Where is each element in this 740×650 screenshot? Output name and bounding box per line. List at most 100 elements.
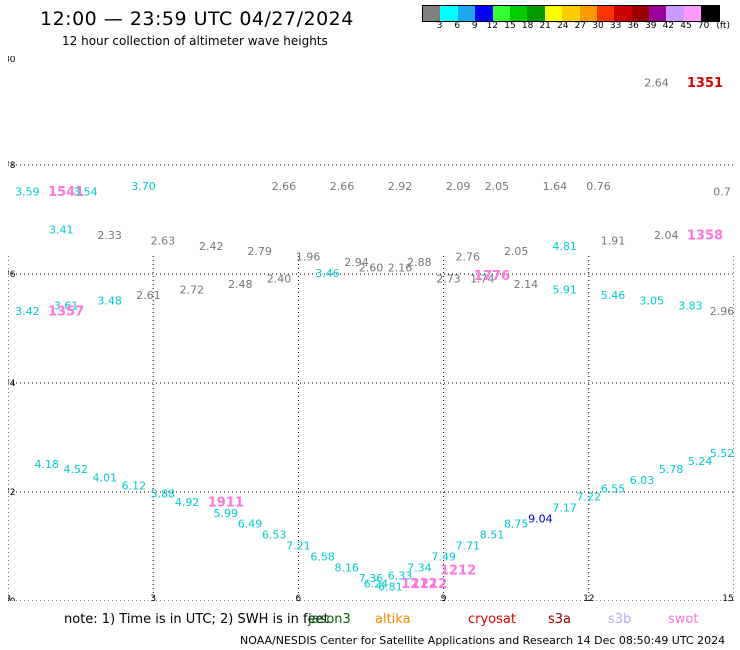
wave-height-value: 4.01 <box>93 471 118 484</box>
wave-height-value: 2.05 <box>504 245 529 258</box>
wave-height-value: 1212 <box>401 577 437 592</box>
color-swatch-10 <box>596 6 615 21</box>
wave-height-value: 6.55 <box>601 482 626 495</box>
wave-height-value: 2.05 <box>485 180 510 193</box>
page-subtitle: 12 hour collection of altimeter wave hei… <box>62 34 328 48</box>
y-tick-label: 74 <box>8 379 16 389</box>
color-legend-label: 9 <box>471 21 478 31</box>
wave-height-value: 2.73 <box>436 272 461 285</box>
credit-line: NOAA/NESDIS Center for Satellite Applica… <box>240 634 726 647</box>
wave-height-value: 2.61 <box>136 289 161 302</box>
wave-height-value: 2.79 <box>247 245 272 258</box>
satellite-legend-item: jason3 <box>308 612 351 627</box>
y-tick-label: 76 <box>8 270 16 280</box>
color-swatch-16 <box>701 6 719 21</box>
wave-height-value: 4.52 <box>64 463 89 476</box>
wave-height-value: 2.04 <box>654 229 679 242</box>
wave-height-value: 5.46 <box>601 289 626 302</box>
wave-height-value: 2.96 <box>710 305 734 318</box>
color-legend-label: 39 <box>645 21 657 31</box>
color-legend-label: 45 <box>680 21 692 31</box>
color-swatch-5 <box>509 6 528 21</box>
y-tick-label: 78 <box>8 161 16 171</box>
wave-height-value: 0.76 <box>586 180 611 193</box>
color-legend-label: 36 <box>627 21 639 31</box>
wave-height-value: 3.54 <box>73 185 98 198</box>
color-legend-label: 12 <box>486 21 499 31</box>
wave-height-value: 2.16 <box>388 262 413 275</box>
x-tick-label: 9 <box>441 594 447 601</box>
wave-height-value: 1.74 <box>470 272 495 285</box>
wave-height-value: 1776 <box>474 269 510 284</box>
color-legend-bar <box>422 5 720 22</box>
color-legend-label: 15 <box>504 21 516 31</box>
wave-height-value: 5.91 <box>552 283 577 296</box>
wave-height-value: 3.83 <box>678 300 703 313</box>
wave-height-value: 2.14 <box>514 278 539 291</box>
wave-height-value: 2.63 <box>151 234 176 247</box>
color-swatch-11 <box>614 6 632 21</box>
wave-height-value: 7.22 <box>577 490 602 503</box>
color-legend-label: 27 <box>574 21 587 31</box>
y-tick-label: 80 <box>8 56 16 65</box>
satellite-legend-item: s3b <box>608 612 632 627</box>
satellite-legend-item: swot <box>668 612 699 627</box>
wave-height-value: 2.33 <box>97 229 122 242</box>
satellite-legend-item: altika <box>375 612 411 627</box>
color-swatch-15 <box>683 6 702 21</box>
wave-height-value: 1351 <box>687 76 723 91</box>
color-legend-label: 21 <box>539 21 551 31</box>
wave-height-value: 8.16 <box>335 561 360 574</box>
wave-height-value: 3.48 <box>97 294 122 307</box>
wave-height-value: 4.81 <box>552 240 577 253</box>
wave-height-value: 3.70 <box>131 180 156 193</box>
color-legend-label: 70 <box>697 21 710 31</box>
wave-height-value: 5.24 <box>688 455 713 468</box>
wave-height-value: 2.48 <box>228 278 253 291</box>
wave-height-value: 6.33 <box>388 569 413 582</box>
wave-height-value: 2.76 <box>456 251 481 264</box>
wave-height-value: 2.72 <box>180 283 205 296</box>
color-legend-label: 30 <box>592 21 604 31</box>
wave-height-value: 6.53 <box>262 529 287 542</box>
x-tick-label: 15 <box>722 594 733 601</box>
wave-height-value: 1212 <box>440 564 476 579</box>
wave-height-value: 2.42 <box>199 240 224 253</box>
wave-height-value: 3.61 <box>54 300 79 313</box>
wave-height-value: 7.49 <box>431 550 456 563</box>
color-legend-labels: 3 6 9 12 15 18 21 24 27 30 33 36 39 42 45 70 (ft) <box>422 21 740 33</box>
color-swatch-6 <box>527 6 545 21</box>
wave-height-value: 7.34 <box>407 561 432 574</box>
wave-height-value: 8.75 <box>504 518 529 531</box>
page-title: 12:00 — 23:59 UTC 04/27/2024 <box>40 8 354 30</box>
color-legend-label: 3 <box>436 21 443 31</box>
wave-height-value: 2.88 <box>407 256 432 269</box>
wave-height-value: 5.78 <box>659 463 684 476</box>
x-tick-label: 12 <box>583 594 594 601</box>
wave-height-value: 1541 <box>48 185 84 200</box>
wave-height-value: 7.17 <box>552 501 577 514</box>
color-swatch-13 <box>649 6 667 21</box>
wave-height-value: 2.60 <box>359 262 384 275</box>
color-swatch-3 <box>475 6 493 21</box>
color-legend-label: 6 <box>454 21 461 31</box>
wave-height-value: 8.51 <box>480 529 505 542</box>
color-swatch-0 <box>423 6 441 21</box>
wave-height-value: 6.12 <box>122 480 147 493</box>
wave-height-value: 4.92 <box>175 496 200 509</box>
color-swatch-8 <box>562 6 580 21</box>
color-swatch-4 <box>492 6 510 21</box>
wave-height-value: 3.05 <box>639 294 664 307</box>
wave-height-value: 5.52 <box>710 447 734 460</box>
wave-height-value: 3.59 <box>15 185 40 198</box>
wave-height-value: 0.7 <box>713 185 731 198</box>
wave-height-value: 1911 <box>208 495 244 510</box>
color-swatch-2 <box>457 6 476 21</box>
color-swatch-1 <box>440 6 458 21</box>
wave-height-value: 2.64 <box>644 76 669 89</box>
wave-height-value: 6.58 <box>310 550 335 563</box>
color-legend-label: 18 <box>521 21 534 31</box>
wave-height-value: 2.66 <box>272 180 297 193</box>
color-swatch-14 <box>666 6 684 21</box>
wave-height-value: 1.96 <box>296 251 321 264</box>
